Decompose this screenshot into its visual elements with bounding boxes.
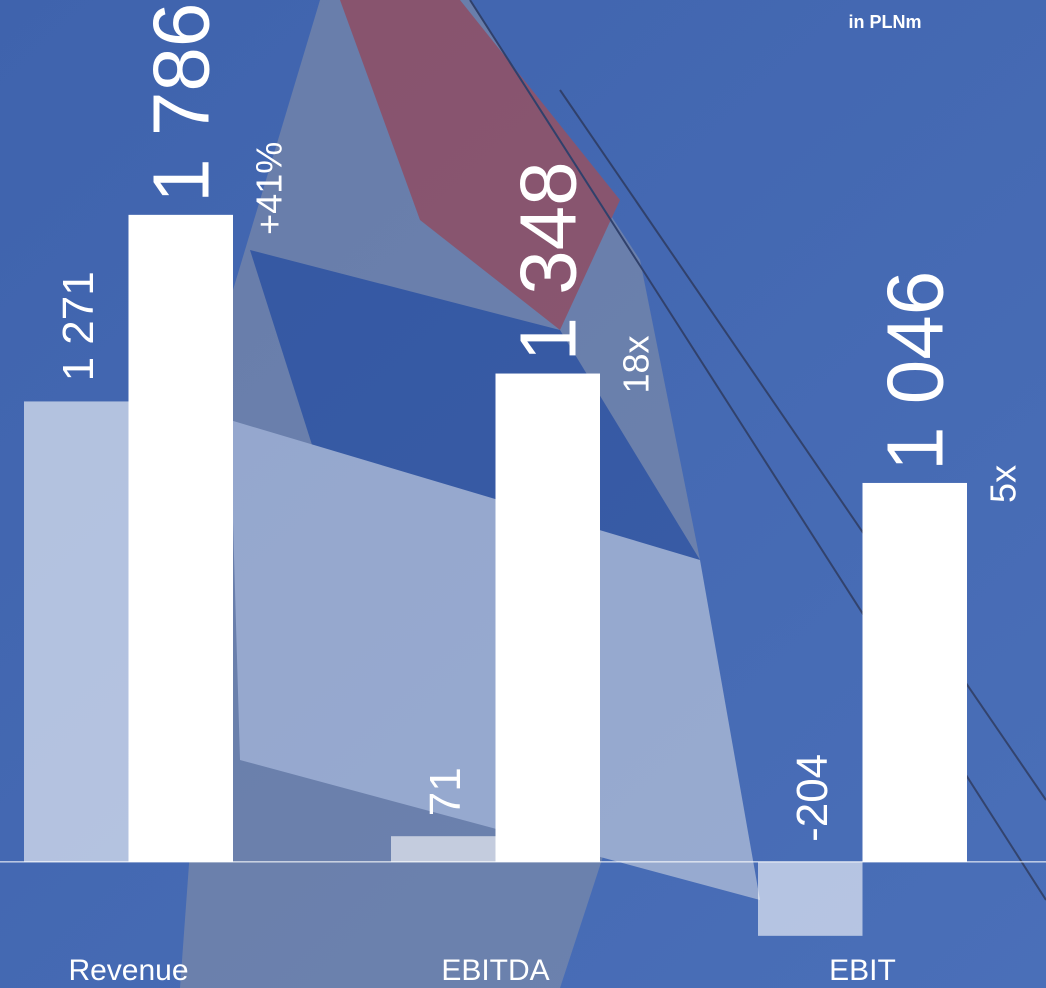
- value-label: -204: [788, 754, 837, 842]
- category-label: EBIT: [829, 954, 896, 987]
- value-label: 1 271: [54, 271, 103, 381]
- value-label: 1 786: [136, 3, 225, 203]
- bar: [24, 401, 129, 862]
- growth-label: +41%: [249, 142, 290, 235]
- category-label: Revenue: [68, 954, 188, 987]
- value-label: 71: [421, 767, 470, 816]
- bar: [758, 861, 863, 936]
- growth-label: 18x: [616, 335, 657, 393]
- growth-label: 5x: [983, 465, 1024, 503]
- value-label: 1 348: [503, 161, 592, 361]
- unit-note: in PLNm: [848, 12, 921, 32]
- bar: [495, 373, 600, 862]
- value-label: 1 046: [870, 271, 959, 471]
- bar: [128, 214, 233, 862]
- bar: [862, 482, 967, 862]
- category-label: EBITDA: [441, 954, 549, 987]
- bar: [391, 836, 496, 862]
